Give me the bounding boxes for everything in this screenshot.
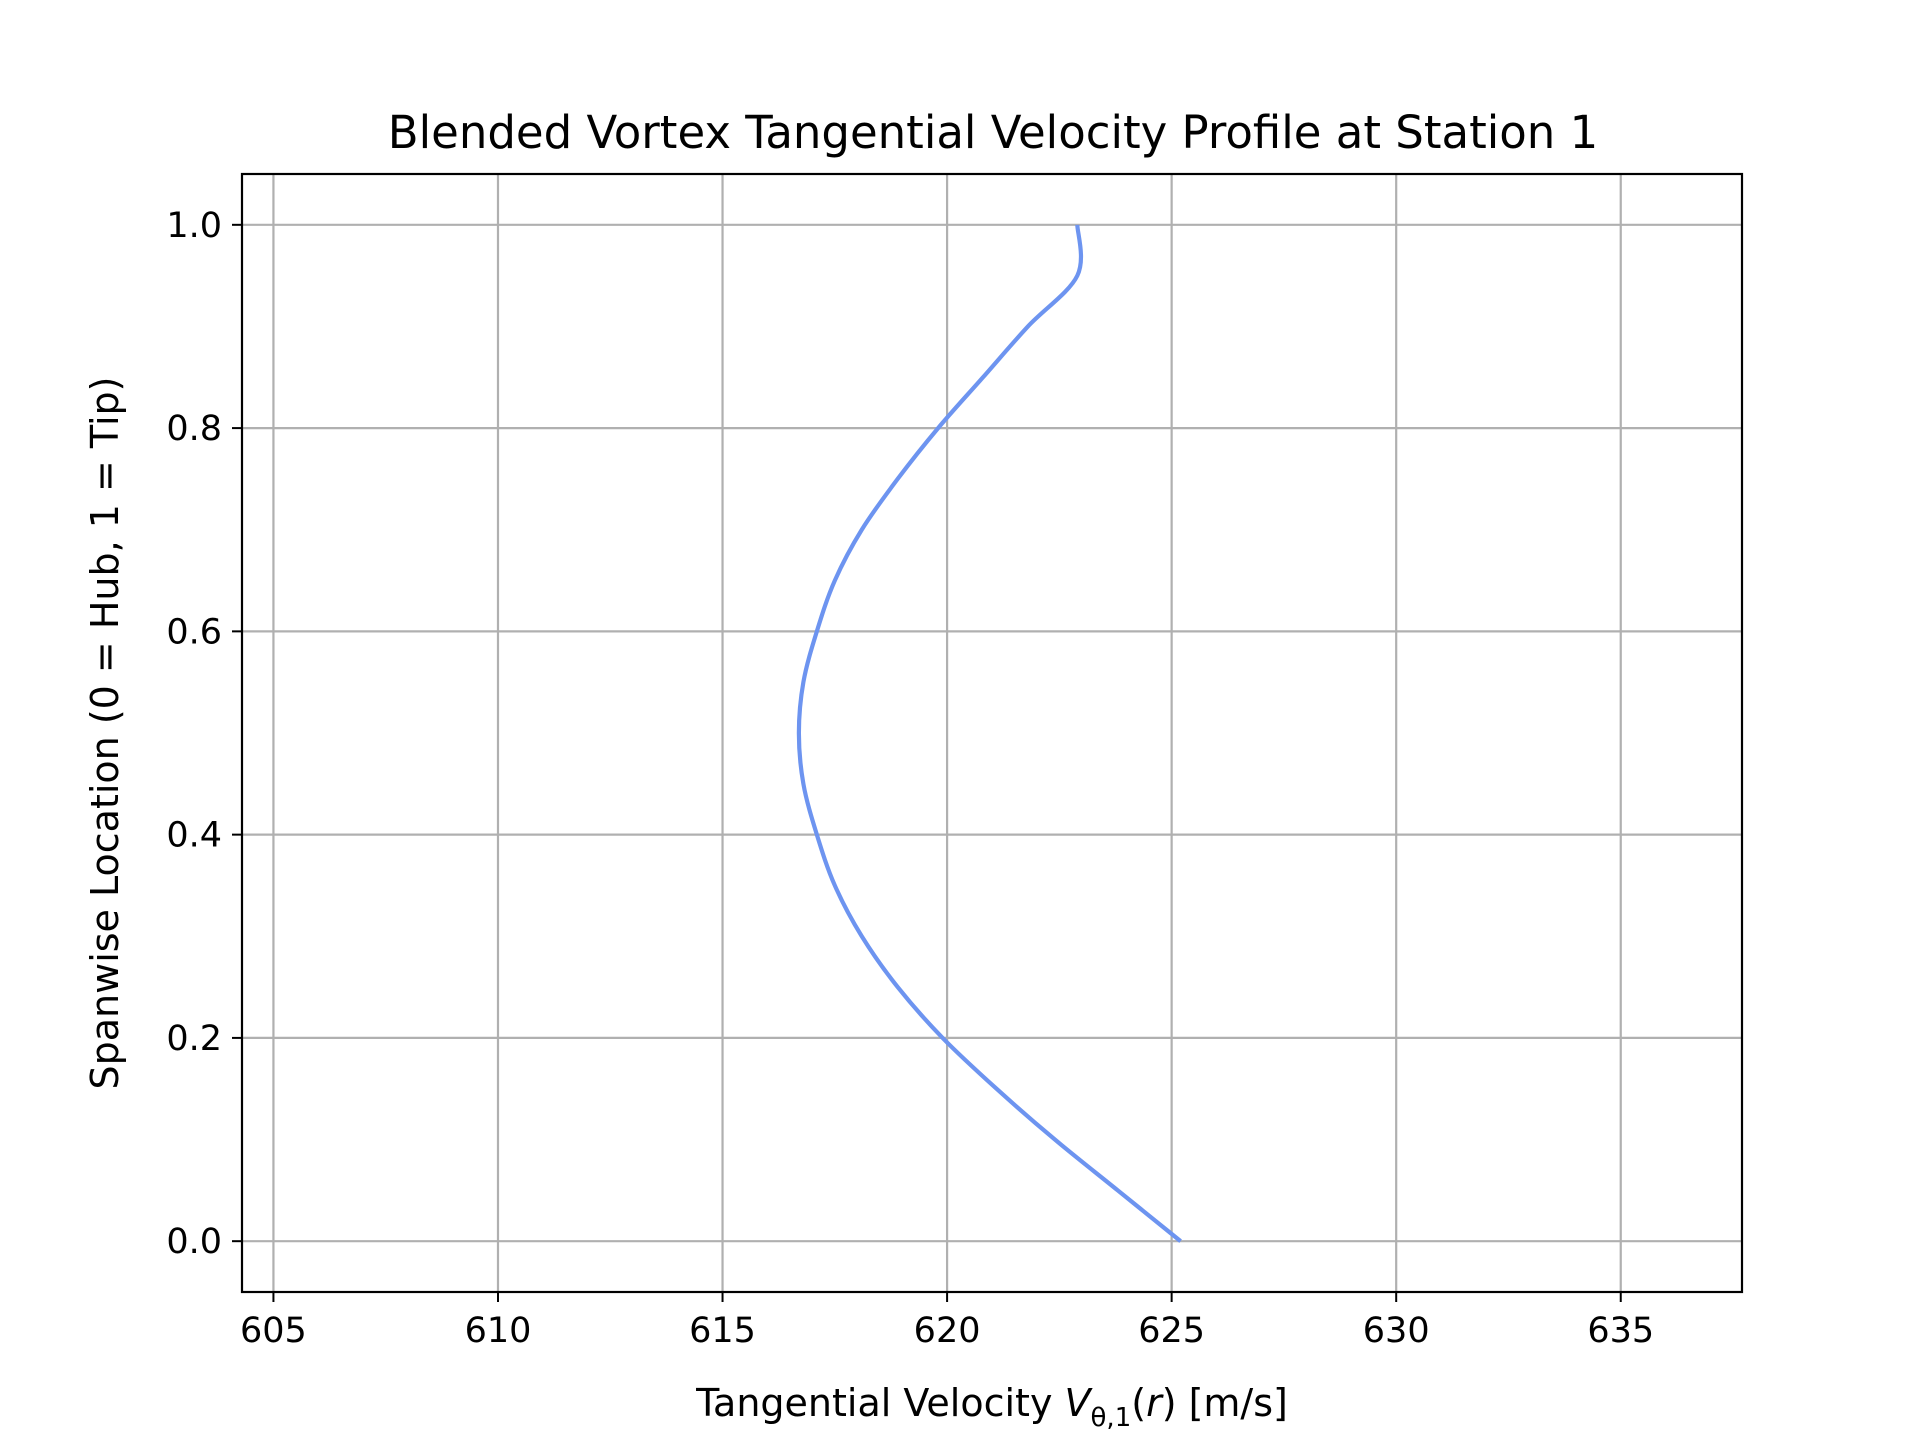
y-axis: 0.0 0.2 0.4 0.6 0.8 1.0	[166, 206, 242, 1262]
y-tick-label: 0.6	[166, 612, 222, 652]
x-axis-label-symbol: V	[1065, 1381, 1094, 1425]
series-line	[796, 224, 1182, 1243]
x-tick-label: 610	[465, 1311, 532, 1351]
x-axis-label-argument: r	[1146, 1381, 1164, 1425]
series-layer	[796, 224, 1182, 1243]
y-tick-label: 0.2	[166, 1019, 222, 1059]
x-tick-label: 605	[240, 1311, 307, 1351]
y-tick-label: 0.0	[166, 1222, 222, 1262]
y-tick-label: 1.0	[166, 206, 222, 246]
x-tick-label: 630	[1363, 1311, 1430, 1351]
x-axis-label-argument-close: )	[1162, 1381, 1177, 1425]
x-tick-label: 615	[689, 1311, 756, 1351]
x-tick-label: 635	[1587, 1311, 1654, 1351]
x-tick-label: 625	[1138, 1311, 1205, 1351]
x-axis-label-subscript: θ,1	[1091, 1403, 1132, 1433]
chart-title: Blended Vortex Tangential Velocity Profi…	[388, 106, 1598, 159]
x-axis: 605 610 615 620 625 630 635	[240, 1292, 1654, 1351]
x-axis-label-prefix: Tangential Velocity	[695, 1381, 1064, 1425]
x-axis-label-argument-open: (	[1131, 1381, 1146, 1425]
y-axis-label: Spanwise Location (0 = Hub, 1 = Tip)	[83, 377, 127, 1090]
x-tick-label: 620	[914, 1311, 981, 1351]
x-axis-label-suffix: [m/s]	[1177, 1381, 1288, 1425]
y-tick-label: 0.4	[166, 816, 222, 856]
grid	[242, 174, 1742, 1292]
y-tick-label: 0.8	[166, 409, 222, 449]
plot-frame	[240, 172, 1744, 1294]
x-axis-label: Tangential Velocity Vθ,1(r) [m/s]	[695, 1381, 1288, 1433]
